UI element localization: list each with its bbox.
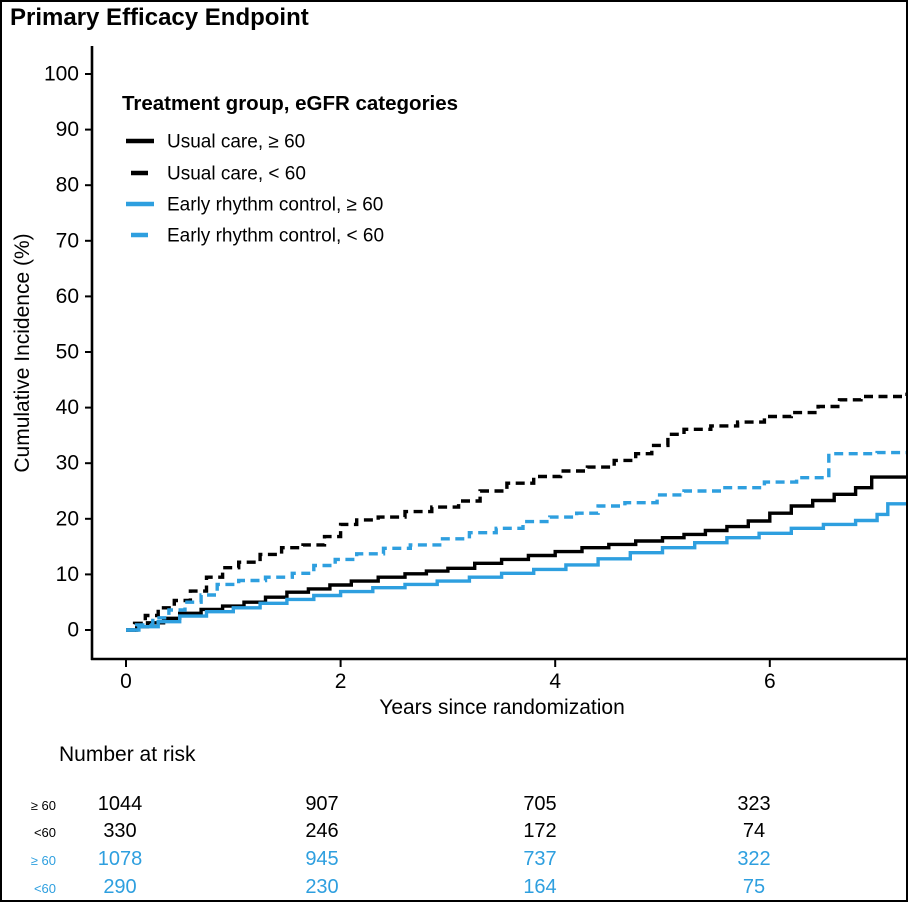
- x-tick-label: 0: [120, 670, 132, 693]
- y-axis-ticks: 0 10 20 30 40 50 60 70 80 90 100: [44, 63, 92, 642]
- risk-value: 172: [523, 820, 557, 842]
- y-tick-label: 100: [44, 63, 79, 86]
- x-axis-title: Years since randomization: [379, 696, 625, 719]
- x-tick-label: 4: [549, 670, 561, 693]
- legend-label-usual-care-lt60: Usual care, < 60: [167, 164, 306, 185]
- risk-value: 1044: [97, 793, 143, 815]
- y-tick-label: 0: [67, 619, 79, 642]
- risk-value: 737: [523, 848, 557, 870]
- risk-value: 323: [737, 793, 771, 815]
- y-tick-label: 20: [56, 507, 79, 530]
- legend-items: Usual care, ≥ 60 Usual care, < 60 Early rh…: [126, 132, 384, 247]
- risk-value: 330: [103, 820, 137, 842]
- legend-label-early-rhythm-control-ge60: Early rhythm control, ≥ 60: [167, 195, 383, 216]
- y-tick-label: 40: [56, 396, 79, 419]
- risk-value: 164: [523, 876, 557, 898]
- y-tick-label: 90: [56, 118, 79, 141]
- risk-value: 290: [103, 876, 137, 898]
- y-tick-label: 80: [56, 174, 79, 197]
- curve-early-rhythm-control-lt60: [126, 450, 906, 632]
- legend-title: Treatment group, eGFR categories: [122, 92, 458, 115]
- x-tick-label: 6: [764, 670, 776, 693]
- risk-row-label: ≥ 60: [30, 798, 56, 813]
- x-tick-label: 2: [335, 670, 347, 693]
- survival-plot: 0 10 20 30 40 50 60 70 80 90 100 0 2 4 6 Treatment gr…: [11, 46, 906, 719]
- risk-value: 75: [742, 876, 766, 898]
- risk-value: 907: [305, 793, 339, 815]
- y-axis-title: Cumulative Incidence (%): [11, 233, 34, 472]
- risk-value: 246: [305, 820, 339, 842]
- y-tick-label: 50: [56, 341, 79, 364]
- risk-value: 945: [305, 848, 339, 870]
- risk-value: 705: [523, 793, 557, 815]
- x-axis-ticks: 0 2 4 6: [120, 659, 776, 693]
- y-tick-label: 30: [56, 452, 79, 475]
- y-tick-label: 60: [56, 285, 79, 308]
- curve-early-rhythm-control-ge60: [126, 502, 906, 632]
- page-title: Primary Efficacy Endpoint: [10, 4, 309, 31]
- curve-usual-care-ge60: [126, 475, 906, 632]
- risk-row-label: <60: [33, 825, 56, 840]
- risk-value: 74: [742, 820, 766, 842]
- legend-label-usual-care-ge60: Usual care, ≥ 60: [167, 132, 305, 153]
- risk-table-header: Number at risk: [59, 743, 196, 766]
- risk-value: 322: [737, 848, 771, 870]
- y-tick-label: 10: [56, 563, 79, 586]
- risk-value: 1078: [97, 848, 143, 870]
- risk-row-label: <60: [33, 881, 56, 896]
- risk-row-label: ≥ 60: [30, 853, 56, 868]
- survival-curves: [126, 392, 906, 632]
- curve-usual-care-lt60: [126, 392, 906, 632]
- legend-label-early-rhythm-control-lt60: Early rhythm control, < 60: [167, 226, 384, 247]
- risk-value: 230: [305, 876, 339, 898]
- y-tick-label: 70: [56, 229, 79, 252]
